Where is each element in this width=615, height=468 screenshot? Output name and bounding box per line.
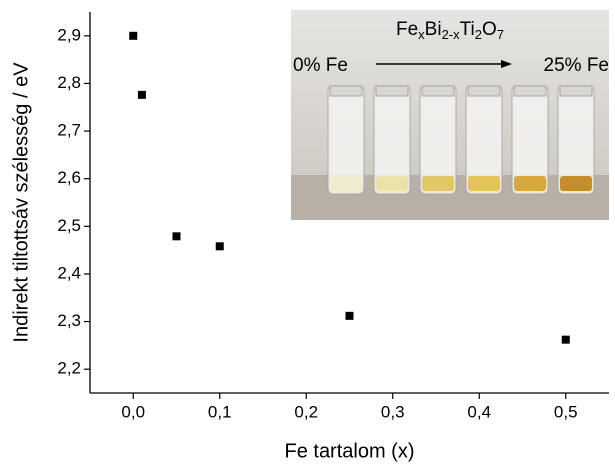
vial-powder bbox=[330, 176, 362, 191]
x-axis-title: Fe tartalom (x) bbox=[284, 440, 414, 462]
formula-part: O bbox=[482, 19, 497, 40]
vial-cap bbox=[329, 85, 363, 97]
y-axis-title: Indirekt tiltottsáv szélesség / eV bbox=[10, 62, 32, 343]
start-label: 0% Fe bbox=[293, 55, 348, 76]
point bbox=[137, 90, 146, 99]
vial-cap bbox=[375, 85, 409, 97]
y-tick-label: 2,9 bbox=[57, 25, 81, 44]
point bbox=[345, 311, 354, 320]
point bbox=[129, 31, 138, 40]
inset-photo: FexBi2-xTi2O7 0% Fe 25% Fe bbox=[291, 10, 609, 220]
formula-part: Ti bbox=[460, 19, 475, 40]
end-label: 25% Fe bbox=[544, 55, 609, 76]
vial-cap bbox=[559, 85, 593, 97]
formula-subscript: 2-x bbox=[442, 27, 461, 42]
vial-powder bbox=[514, 176, 546, 191]
y-tick-label: 2,4 bbox=[57, 263, 81, 282]
formula-part: Fe bbox=[396, 19, 418, 40]
x-tick-label: 0,2 bbox=[294, 402, 318, 421]
formula: FexBi2-xTi2O7 bbox=[396, 19, 504, 42]
vial-powder bbox=[422, 176, 454, 191]
formula-subscript: x bbox=[418, 27, 425, 42]
arrow-head bbox=[501, 60, 512, 68]
formula-subscript: 7 bbox=[497, 27, 504, 42]
vial-cap bbox=[467, 85, 501, 97]
vial-powder bbox=[560, 176, 592, 191]
y-tick-label: 2,8 bbox=[57, 73, 81, 92]
y-tick-label: 2,3 bbox=[57, 311, 81, 330]
vial-cap bbox=[513, 85, 547, 97]
x-tick-label: 0,4 bbox=[467, 402, 491, 421]
x-tick-label: 0,5 bbox=[554, 402, 578, 421]
x-tick-label: 0,0 bbox=[121, 402, 145, 421]
x-tick-label: 0,3 bbox=[381, 402, 405, 421]
y-tick-label: 2,7 bbox=[57, 121, 81, 140]
y-tick-label: 2,2 bbox=[57, 359, 81, 378]
point bbox=[215, 242, 224, 251]
x-tick-label: 0,1 bbox=[208, 402, 232, 421]
point bbox=[172, 232, 181, 241]
formula-subscript: 2 bbox=[475, 27, 482, 42]
point bbox=[561, 335, 570, 344]
vial-cap bbox=[421, 85, 455, 97]
formula-part: Bi bbox=[425, 19, 442, 40]
vial-powder bbox=[376, 176, 408, 191]
y-tick-label: 2,5 bbox=[57, 216, 81, 235]
y-tick-label: 2,6 bbox=[57, 168, 81, 187]
vial-powder bbox=[468, 176, 500, 191]
